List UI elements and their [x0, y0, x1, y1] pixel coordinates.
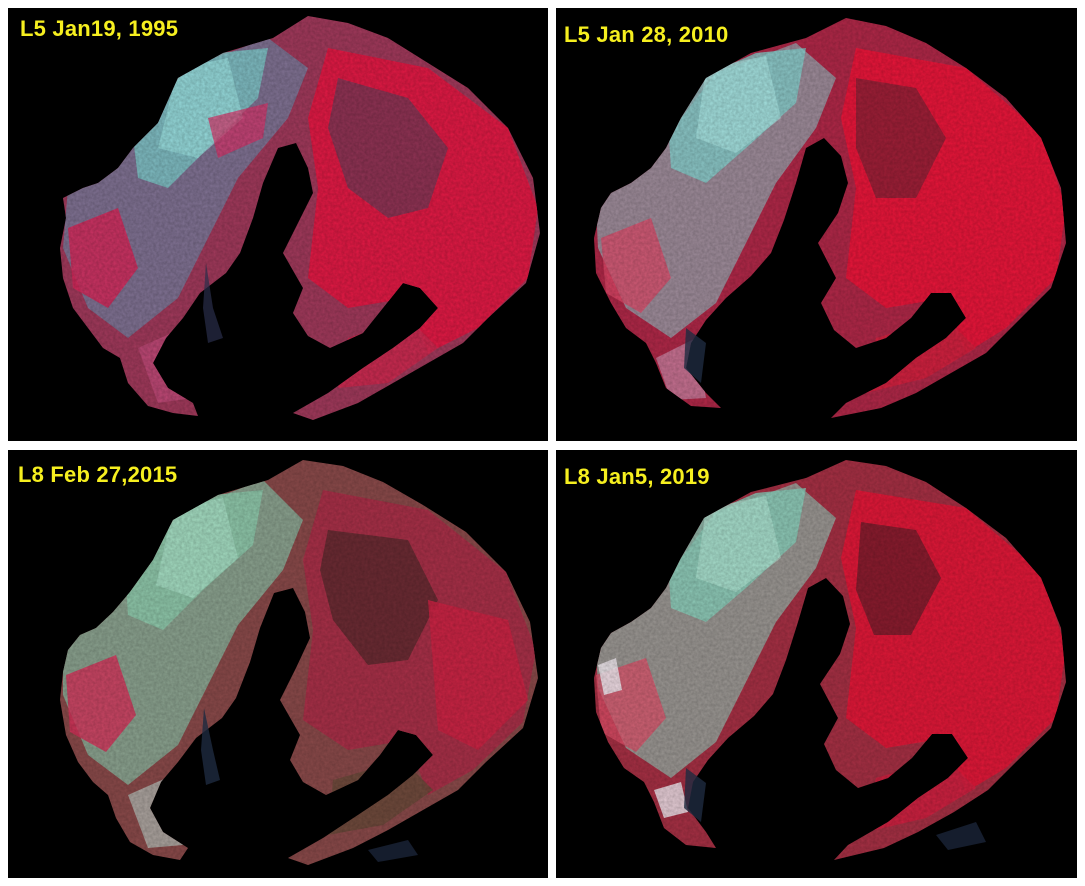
panel-date-label: L8 Feb 27,2015 — [18, 462, 178, 487]
false-color-satellite-map — [594, 460, 1066, 860]
false-color-satellite-map — [60, 16, 540, 420]
satellite-panel-1995: L5 Jan19, 1995 — [8, 8, 548, 441]
false-color-satellite-map — [594, 18, 1066, 418]
false-color-satellite-map — [60, 460, 538, 865]
satellite-panel-2015: L8 Feb 27,2015 — [8, 450, 548, 878]
panel-date-label: L5 Jan 28, 2010 — [564, 22, 729, 47]
satellite-panel-2010: L5 Jan 28, 2010 — [556, 8, 1077, 441]
panel-date-label: L8 Jan5, 2019 — [564, 464, 710, 489]
satellite-panel-2019: L8 Jan5, 2019 — [556, 450, 1077, 878]
panel-date-label: L5 Jan19, 1995 — [20, 16, 179, 41]
